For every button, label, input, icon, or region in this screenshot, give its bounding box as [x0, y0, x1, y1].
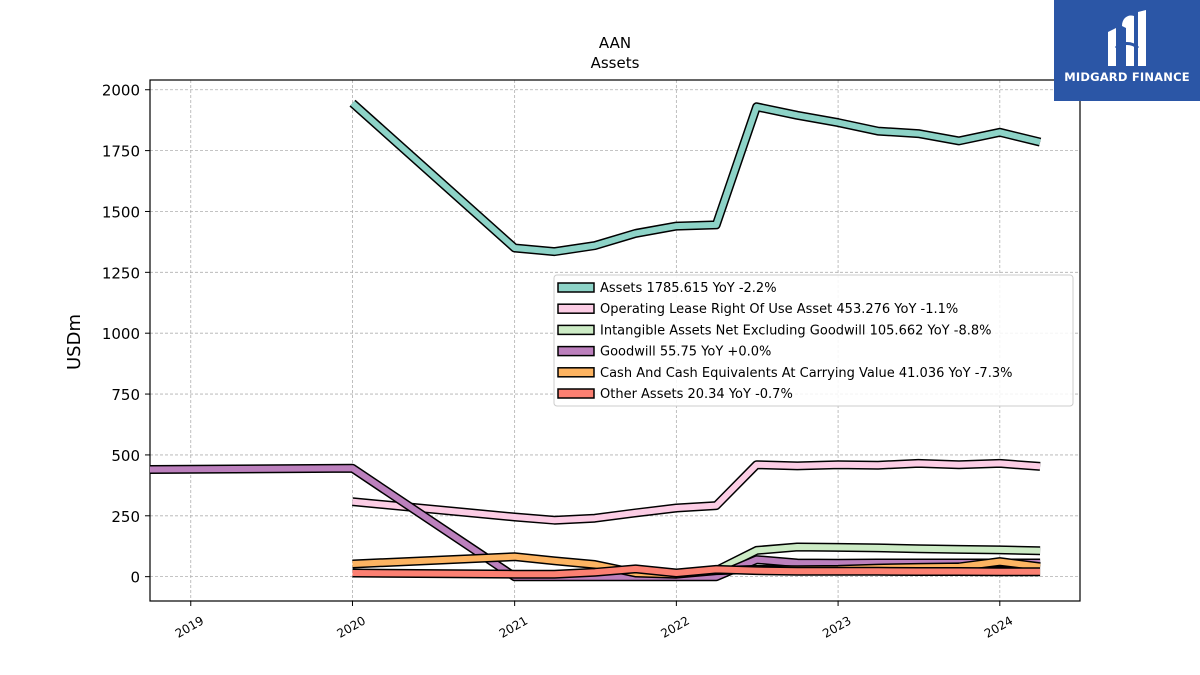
x-tick-label: 2023 — [820, 613, 853, 640]
plot-frame — [149, 79, 1081, 602]
x-tick-label: 2020 — [335, 613, 368, 640]
y-tick-label: 2000 — [102, 82, 140, 100]
series-1 — [349, 99, 1042, 257]
logo-mark-icon — [1108, 10, 1146, 66]
x-tick-label: 2024 — [982, 613, 1015, 640]
y-tick-label: 250 — [111, 508, 140, 526]
y-axis-label: USDm — [64, 314, 85, 370]
series-2 — [352, 458, 1041, 525]
legend-swatch — [557, 367, 595, 378]
legend-entry-label: Assets 1785.615 YoY -2.2% — [600, 281, 777, 296]
legend: Assets 1785.615 YoY -2.2% Operating Lease… — [553, 274, 1074, 407]
series-line — [352, 565, 1041, 578]
legend-swatch — [557, 345, 595, 357]
series-line — [714, 544, 1041, 574]
legend-entry-label: Cash And Cash Equivalents At Carrying Va… — [600, 366, 1012, 381]
y-tick-label: 1250 — [102, 264, 140, 282]
legend-entry-label: Other Assets 20.34 YoY -0.7% — [600, 387, 793, 402]
legend-entry-label: Operating Lease Right Of Use Asset 453.2… — [600, 302, 958, 317]
legend-swatch — [557, 324, 595, 336]
y-tick-label: 1500 — [102, 203, 140, 221]
chart-subtitle: Assets — [591, 54, 640, 72]
y-tick-label: 0 — [130, 569, 140, 587]
chart-title: AAN — [599, 34, 631, 52]
series-line-outline — [349, 99, 1042, 257]
series-line — [352, 460, 1041, 524]
legend-entry-label: Goodwill 55.75 YoY +0.0% — [600, 345, 771, 360]
y-tick-label: 1000 — [102, 325, 140, 343]
x-tick-label: 2019 — [173, 613, 206, 640]
legend-entry-label: Intangible Assets Net Excluding Goodwill… — [600, 323, 991, 338]
x-tick-label: 2022 — [658, 613, 691, 640]
legend-swatch — [557, 388, 595, 399]
y-tick-label: 750 — [111, 386, 140, 404]
y-tick-label: 1750 — [102, 143, 140, 161]
x-tick-label: 2021 — [497, 613, 530, 640]
legend-swatch — [557, 303, 595, 314]
series-3 — [714, 542, 1041, 575]
brand-logo: MIDGARD FINANCE — [1054, 0, 1200, 101]
series-lines — [149, 99, 1042, 582]
legend-box — [553, 274, 1074, 407]
series-6 — [352, 564, 1041, 579]
logo-text: MIDGARD FINANCE — [1064, 70, 1190, 84]
legend-swatch — [557, 282, 595, 293]
series-line — [350, 100, 1041, 255]
y-tick-label: 500 — [111, 447, 140, 465]
